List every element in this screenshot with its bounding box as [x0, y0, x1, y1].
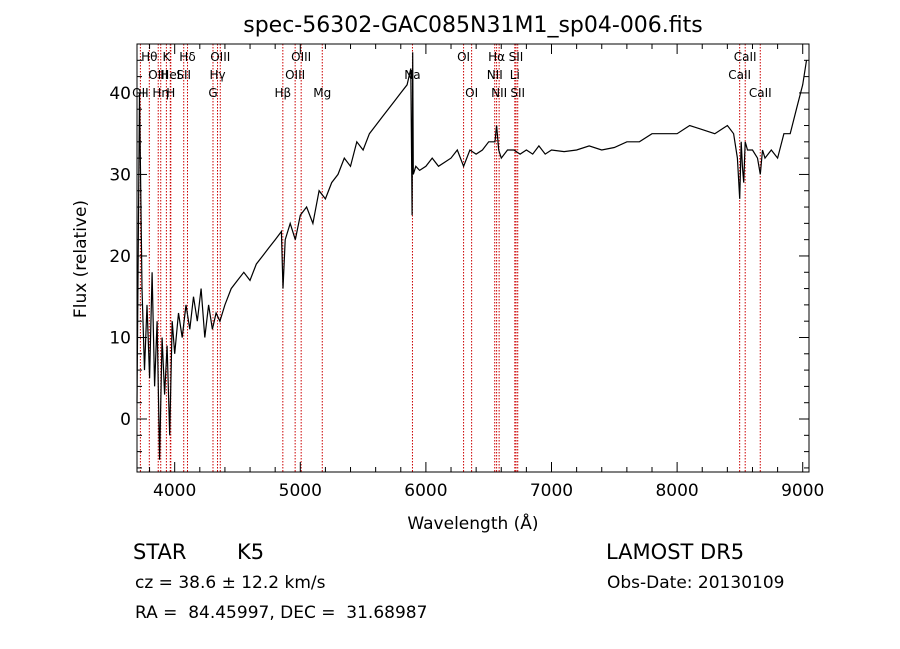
object-subclass: K5: [237, 540, 265, 564]
x-tick-label: 9000: [781, 481, 824, 501]
marker-label: SII: [510, 86, 525, 100]
x-tick-label: 6000: [404, 481, 447, 501]
y-axis-ticks: 0 10 20 30 40: [109, 43, 809, 469]
plot-frame: [136, 43, 810, 473]
marker-label: Hβ: [274, 86, 291, 100]
marker-label: K: [162, 50, 171, 64]
y-tick-label: 10: [109, 328, 131, 348]
marker-label: CaII: [728, 68, 751, 82]
marker-label: HeI: [160, 68, 180, 82]
y-axis-label: Flux (relative): [71, 200, 91, 318]
survey-name: LAMOST DR5: [606, 540, 745, 564]
marker-label: Hθ: [141, 50, 157, 64]
marker-label: OI: [457, 50, 470, 64]
marker-label: SII: [509, 50, 524, 64]
x-tick-label: 5000: [279, 481, 322, 501]
coordinates: RA = 84.45997, DEC = 31.68987: [135, 603, 428, 623]
redshift-value: cz = 38.6 ± 12.2 km/s: [135, 573, 326, 593]
y-tick-label: 0: [120, 410, 131, 430]
spectrum-line: [136, 52, 808, 460]
y-tick-label: 30: [109, 165, 131, 185]
marker-label: OIII: [291, 50, 311, 64]
x-tick-label: 4000: [153, 481, 196, 501]
marker-label: NII: [491, 86, 507, 100]
marker-label: OIII: [210, 50, 230, 64]
marker-label: Mg: [313, 86, 331, 100]
marker-label: Hα: [488, 50, 505, 64]
object-class: STAR: [133, 540, 187, 564]
line-markers: [139, 44, 761, 472]
x-axis-ticks: 4000 5000 6000 7000 8000 9000: [149, 44, 824, 501]
marker-label: Hγ: [209, 68, 225, 82]
marker-label: CaII: [734, 50, 757, 64]
marker-label: Li: [510, 68, 520, 82]
line-marker-labels: OIIHθOIIIHηKHeIHHδSIIGHγOIIIHβOIIIOIIIMg…: [132, 50, 772, 100]
chart-title: spec-56302-GAC085N31M1_sp04-006.fits: [243, 13, 703, 38]
marker-label: SII: [176, 68, 191, 82]
marker-label: OIII: [148, 68, 168, 82]
marker-label: CaII: [749, 86, 772, 100]
marker-label: G: [208, 86, 217, 100]
marker-label: Hη: [152, 86, 169, 100]
x-axis-label: Wavelength (Å): [407, 512, 538, 534]
y-tick-label: 20: [109, 247, 131, 267]
x-tick-label: 7000: [530, 481, 573, 501]
x-tick-label: 8000: [655, 481, 698, 501]
marker-label: OI: [465, 86, 478, 100]
marker-label: OIII: [285, 68, 305, 82]
observation-date: Obs-Date: 20130109: [607, 573, 785, 593]
marker-label: Hδ: [179, 50, 195, 64]
marker-label: NII: [487, 68, 503, 82]
y-tick-label: 40: [109, 84, 131, 104]
marker-label: H: [166, 86, 175, 100]
